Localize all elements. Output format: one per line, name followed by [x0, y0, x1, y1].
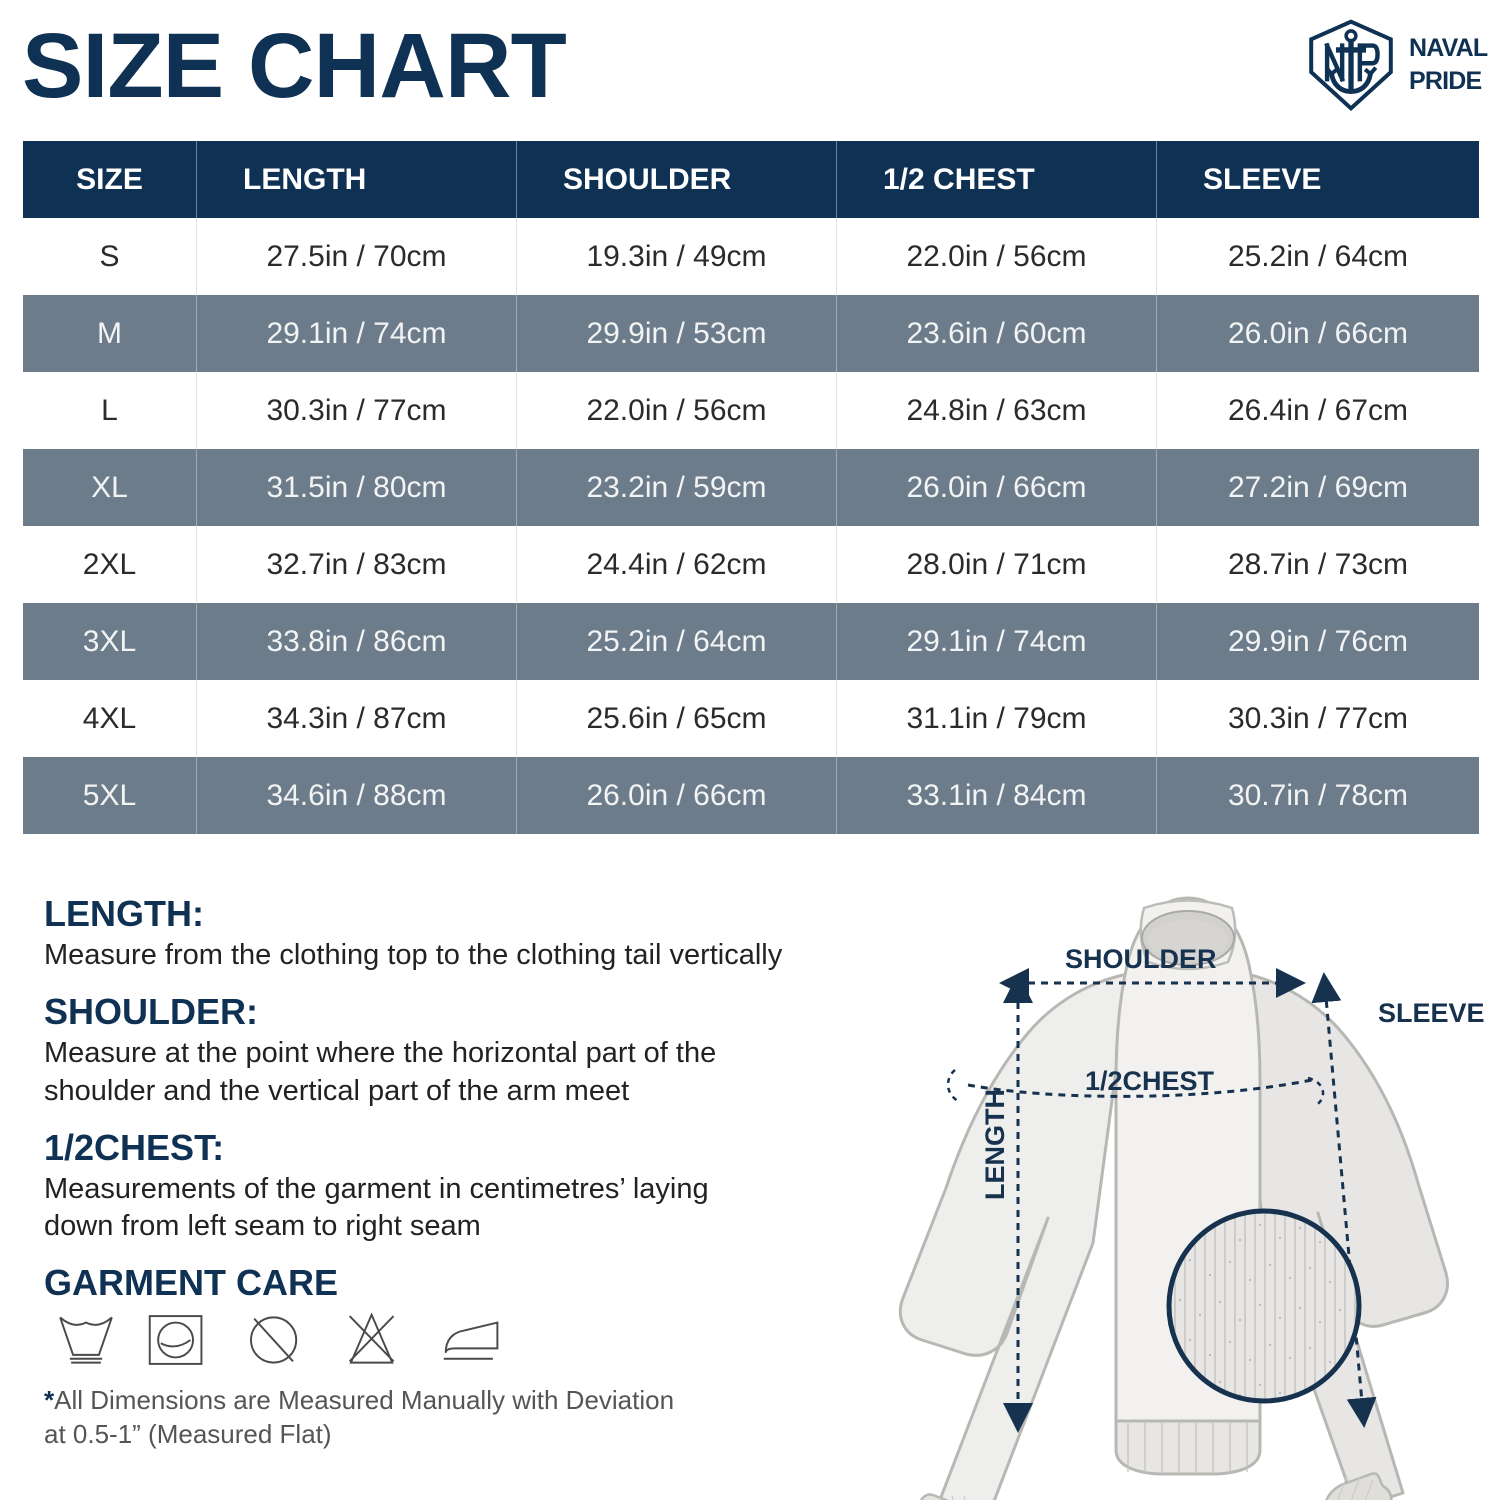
svg-text:SHOULDER: SHOULDER: [1065, 944, 1217, 974]
svg-text:SLEEVE: SLEEVE: [1378, 998, 1485, 1028]
svg-text:1/2CHEST: 1/2CHEST: [1085, 1066, 1215, 1096]
svg-text:LENGTH: LENGTH: [980, 1089, 1010, 1200]
